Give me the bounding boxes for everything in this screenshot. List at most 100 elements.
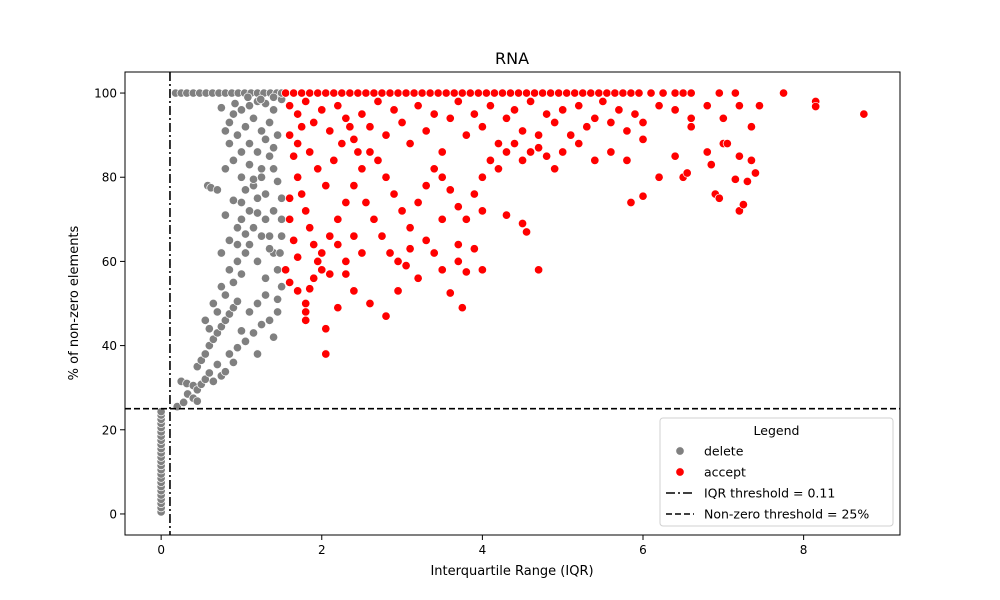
- legend-label-2: IQR threshold = 0.11: [704, 486, 835, 501]
- point-accept-212: [321, 181, 331, 191]
- point-accept-195: [738, 200, 748, 210]
- point-accept-180: [457, 303, 467, 313]
- legend-marker-accept: [675, 467, 685, 477]
- point-delete-26: [179, 397, 189, 407]
- point-accept-162: [734, 151, 744, 161]
- point-delete-67: [256, 319, 267, 330]
- point-delete-71: [236, 326, 246, 336]
- point-accept-51: [730, 88, 740, 98]
- point-accept-199: [754, 101, 765, 111]
- point-accept-26: [489, 88, 499, 98]
- point-accept-201: [811, 101, 821, 112]
- point-accept-78: [485, 101, 495, 111]
- x-tick-label-2: 2: [318, 543, 326, 557]
- point-accept-13: [385, 88, 395, 98]
- point-delete-151: [256, 94, 266, 104]
- point-accept-189: [626, 197, 636, 208]
- point-accept-80: [501, 113, 512, 123]
- point-delete-108: [228, 155, 238, 165]
- point-accept-29: [513, 88, 524, 98]
- y-tick-label-20: 20: [102, 423, 117, 437]
- point-delete-152: [269, 92, 279, 102]
- point-accept-131: [397, 206, 407, 216]
- point-delete-95: [248, 174, 259, 184]
- point-accept-226: [325, 269, 335, 279]
- point-accept-185: [517, 218, 528, 229]
- point-delete-101: [260, 290, 271, 300]
- point-accept-130: [389, 189, 399, 199]
- point-delete-155: [265, 244, 275, 254]
- chart-title: RNA: [495, 49, 529, 68]
- point-delete-51: [204, 324, 214, 334]
- point-accept-43: [626, 88, 636, 98]
- point-accept-47: [670, 88, 680, 98]
- point-accept-99: [670, 105, 680, 115]
- point-accept-140: [469, 189, 479, 199]
- point-accept-148: [534, 130, 544, 140]
- point-accept-8: [345, 88, 355, 98]
- legend-label-1: accept: [704, 465, 746, 480]
- point-accept-56: [309, 117, 319, 128]
- point-accept-94: [614, 105, 624, 115]
- point-delete-64: [232, 343, 242, 353]
- x-tick-label-0: 0: [157, 543, 165, 557]
- point-accept-213: [329, 155, 339, 165]
- point-accept-74: [453, 96, 463, 107]
- point-delete-80: [260, 214, 271, 224]
- point-accept-163: [301, 307, 311, 317]
- y-tick-label-40: 40: [102, 339, 117, 353]
- point-accept-115: [293, 252, 303, 262]
- point-accept-61: [349, 134, 359, 144]
- point-delete-119: [265, 117, 275, 128]
- point-accept-210: [305, 147, 315, 157]
- point-accept-124: [341, 197, 351, 208]
- point-accept-17: [417, 88, 427, 98]
- point-delete-98: [277, 231, 287, 241]
- point-accept-138: [453, 202, 463, 212]
- point-delete-111: [252, 147, 263, 157]
- legend-entry-3: Non-zero threshold = 25%: [666, 507, 869, 522]
- point-delete-65: [240, 336, 251, 346]
- point-accept-155: [622, 155, 632, 165]
- point-delete-160: [244, 160, 255, 170]
- point-accept-216: [353, 147, 363, 157]
- point-accept-120: [309, 273, 319, 283]
- legend-box: [659, 417, 894, 527]
- point-delete-87: [236, 197, 246, 208]
- point-accept-208: [293, 139, 303, 149]
- point-delete-96: [260, 189, 271, 199]
- point-accept-169: [349, 286, 359, 296]
- point-accept-170: [365, 298, 375, 309]
- point-delete-154: [256, 231, 267, 241]
- point-accept-225: [357, 248, 367, 258]
- point-delete-76: [232, 223, 242, 233]
- point-delete-115: [232, 130, 242, 140]
- point-delete-117: [248, 113, 259, 123]
- point-accept-92: [598, 96, 608, 107]
- point-accept-111: [313, 256, 323, 266]
- point-delete-74: [216, 248, 226, 258]
- point-accept-37: [578, 88, 588, 98]
- point-accept-39: [594, 88, 604, 98]
- point-accept-135: [429, 164, 439, 174]
- x-tick-label-6: 6: [639, 543, 647, 557]
- point-accept-204: [730, 174, 740, 184]
- point-accept-14: [393, 88, 403, 98]
- point-accept-173: [401, 261, 411, 271]
- point-accept-113: [285, 214, 295, 224]
- point-accept-105: [289, 151, 299, 161]
- point-accept-174: [413, 273, 423, 283]
- point-delete-125: [244, 101, 255, 111]
- point-delete-59: [224, 265, 234, 275]
- point-delete-122: [224, 117, 234, 128]
- point-accept-158: [670, 151, 680, 161]
- point-delete-60: [232, 256, 242, 266]
- point-accept-97: [638, 117, 648, 128]
- point-accept-215: [345, 122, 355, 132]
- point-accept-69: [413, 101, 423, 111]
- point-accept-54: [293, 109, 303, 119]
- point-accept-35: [562, 88, 572, 98]
- point-delete-70: [228, 357, 238, 367]
- point-accept-95: [622, 126, 632, 136]
- point-delete-72: [252, 349, 263, 359]
